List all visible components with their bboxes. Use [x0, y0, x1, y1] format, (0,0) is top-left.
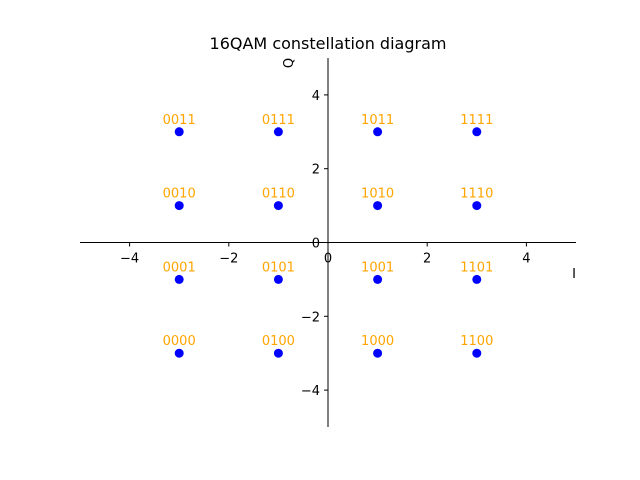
y-tick-label: 4	[312, 89, 320, 104]
constellation-point	[273, 348, 283, 358]
constellation-point-label: 0001	[163, 260, 196, 275]
x-tick-label: −2	[219, 252, 238, 267]
constellation-point-label: 1100	[460, 334, 493, 349]
constellation-point	[472, 127, 482, 137]
constellation-point-label: 1101	[460, 260, 493, 275]
ticks: −4 −2 0 2 4 −4 −2 0 2 4	[120, 89, 531, 399]
chart-title: 16QAM constellation diagram	[210, 34, 447, 53]
constellation-point	[273, 274, 283, 284]
constellation-point-label: 0010	[163, 187, 196, 202]
x-axis-label: I	[572, 267, 576, 282]
point-labels: 0000000100100011010001010110011110001001…	[163, 113, 494, 349]
constellation-point-label: 0100	[262, 334, 295, 349]
constellation-point	[273, 127, 283, 137]
constellation-point-label: 1000	[361, 334, 394, 349]
constellation-point	[373, 201, 383, 211]
y-tick-label: 0	[312, 237, 320, 252]
constellation-point	[472, 348, 482, 358]
x-tick-label: 2	[423, 252, 431, 267]
constellation-point-label: 1111	[460, 113, 493, 128]
constellation-point-label: 0000	[163, 334, 196, 349]
y-tick-label: 2	[312, 163, 320, 178]
x-tick-label: 4	[522, 252, 530, 267]
x-tick-label: −4	[120, 252, 139, 267]
constellation-point	[373, 348, 383, 358]
constellation-point-label: 1001	[361, 260, 394, 275]
constellation-point-label: 1010	[361, 187, 394, 202]
constellation-point-label: 0110	[262, 187, 295, 202]
constellation-point	[373, 274, 383, 284]
constellation-point-label: 1110	[460, 187, 493, 202]
constellation-point	[373, 127, 383, 137]
constellation-point-label: 0111	[262, 113, 295, 128]
constellation-point	[174, 274, 184, 284]
constellation-point	[472, 274, 482, 284]
constellation-point	[174, 348, 184, 358]
constellation-point	[273, 201, 283, 211]
constellation-point	[472, 201, 482, 211]
constellation-point	[174, 127, 184, 137]
constellation-point-label: 1011	[361, 113, 394, 128]
data-points	[174, 127, 482, 358]
y-tick-label: −2	[301, 310, 320, 325]
y-axis-label: Q	[282, 58, 297, 68]
constellation-point-label: 0011	[163, 113, 196, 128]
constellation-point-label: 0101	[262, 260, 295, 275]
y-tick-label: −4	[301, 384, 320, 399]
constellation-point	[174, 201, 184, 211]
x-tick-label: 0	[324, 252, 332, 267]
